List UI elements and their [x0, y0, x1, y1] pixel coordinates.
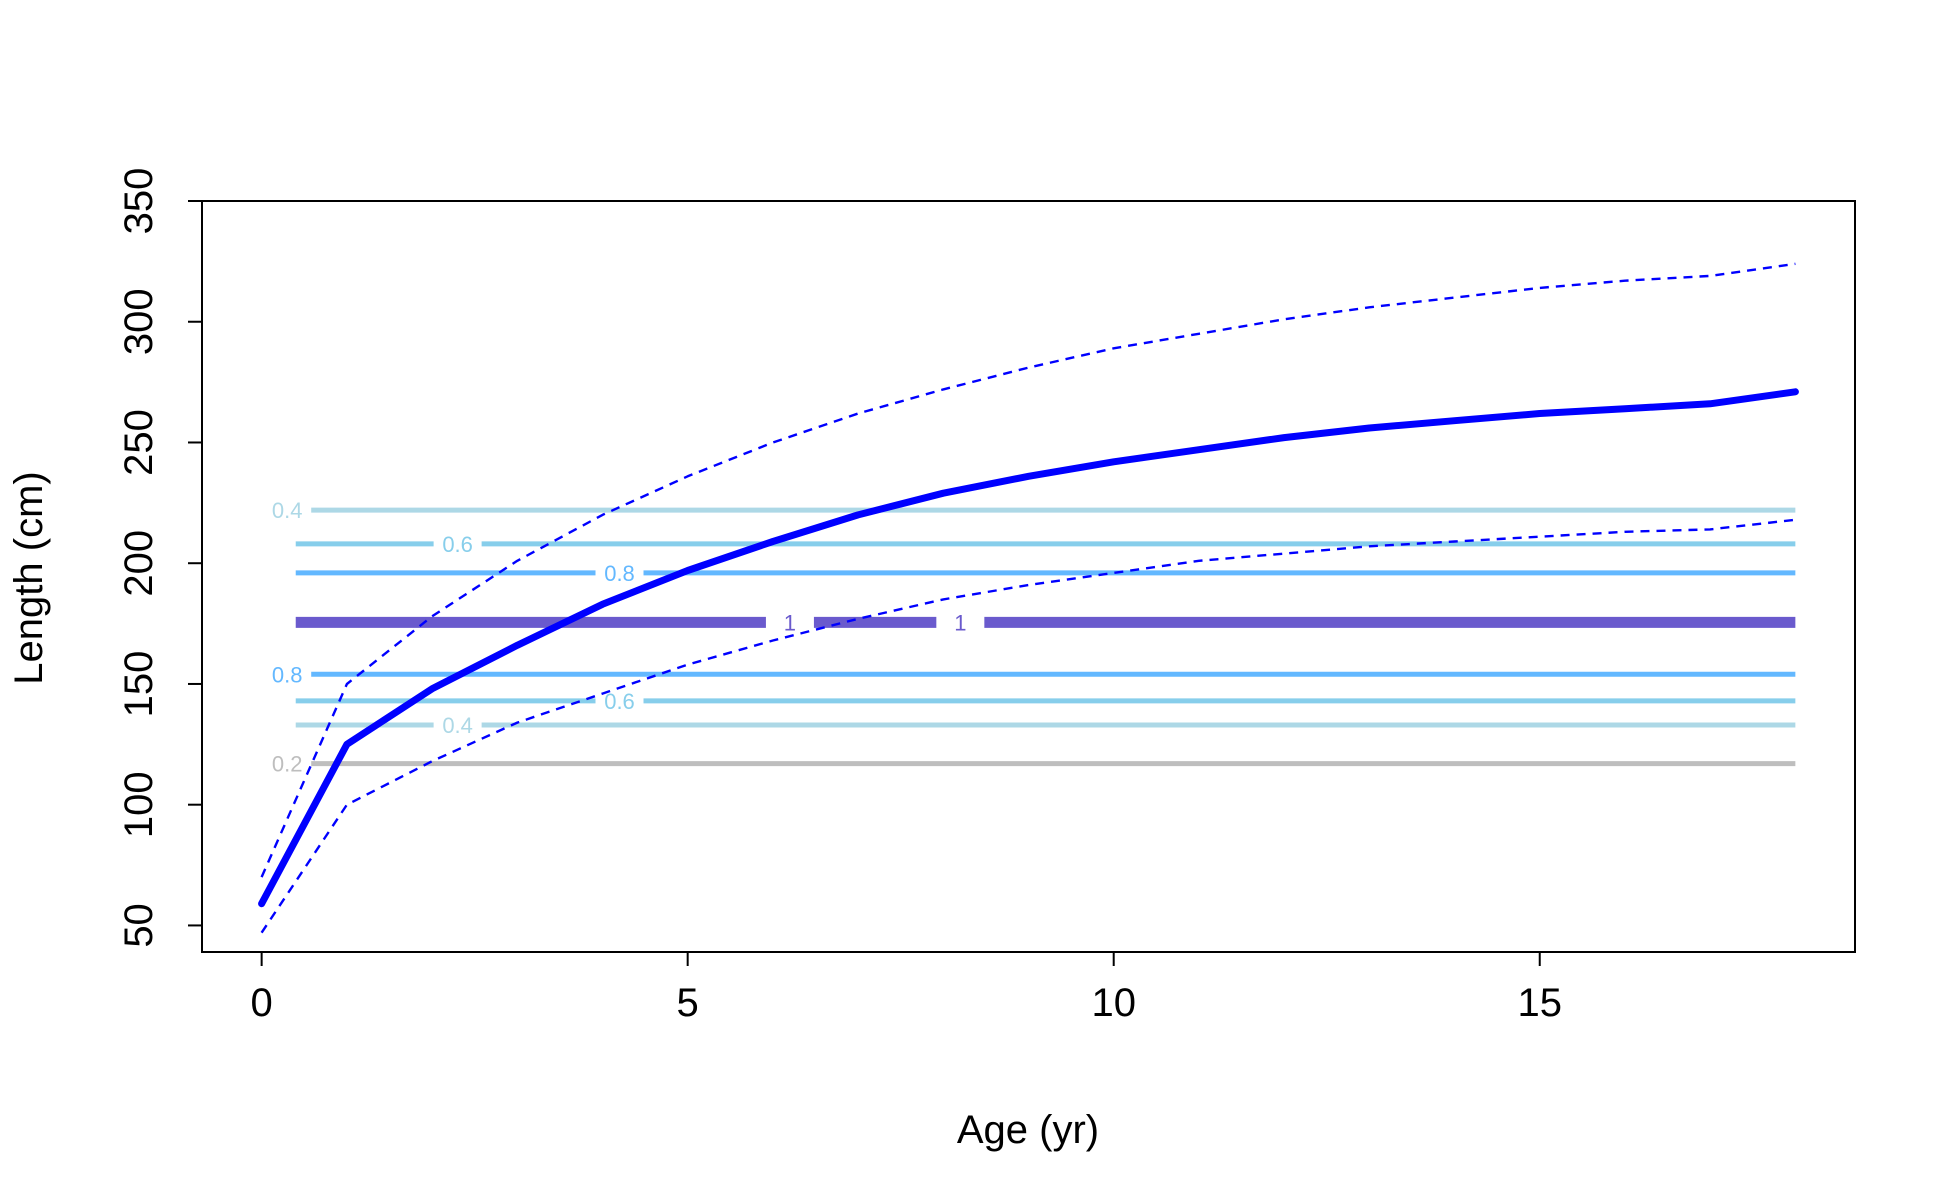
upper-bound-line: [260, 262, 1796, 878]
y-tick-label: 300: [117, 288, 161, 355]
contour-label-bg: [263, 749, 312, 778]
x-tick-label: 15: [1517, 981, 1562, 1025]
contour-label-bg: [936, 608, 985, 637]
y-tick-label: 100: [117, 771, 161, 838]
x-axis: 0 5 10 15: [251, 951, 1562, 1025]
contour-label-bg: [433, 529, 482, 558]
y-tick-label: 200: [117, 530, 161, 597]
lower-bound-line: [260, 518, 1796, 934]
y-axis-title: Length (cm): [7, 471, 51, 684]
contour-label-bg: [595, 558, 644, 587]
y-tick-label: 250: [117, 409, 161, 476]
contour-label: 0.8: [272, 662, 303, 687]
contour-label: 0.6: [604, 689, 635, 714]
mean-length-line: [258, 388, 1799, 908]
contour-label-bg: [595, 686, 644, 715]
contour-label: 0.8: [604, 561, 635, 586]
contour-label: 1: [954, 610, 966, 635]
contour-label: 1: [784, 610, 796, 635]
y-axis: 50 100 150 200 250 300 350: [117, 168, 203, 948]
x-tick-label: 10: [1091, 981, 1136, 1025]
contour-label-bg: [263, 496, 312, 525]
contour-label: 0.6: [442, 532, 473, 557]
y-tick-label: 150: [117, 651, 161, 718]
density-contours: 1 1 0.8 0.6 0.4 0.8 0.6 0.4 0.2: [263, 496, 1796, 778]
x-axis-title: Age (yr): [957, 1108, 1099, 1152]
x-tick-label: 5: [677, 981, 699, 1025]
contour-label: 0.4: [442, 713, 473, 738]
x-tick-label: 0: [251, 981, 273, 1025]
contour-label: 0.4: [272, 498, 303, 523]
growth-series: [258, 262, 1799, 934]
contour-label: 0.2: [272, 752, 303, 777]
y-tick-label: 50: [117, 903, 161, 948]
contour-label-bg: [263, 660, 312, 689]
contour-label-bg: [433, 711, 482, 740]
y-tick-label: 350: [117, 168, 161, 235]
plot-frame: [201, 200, 1856, 953]
